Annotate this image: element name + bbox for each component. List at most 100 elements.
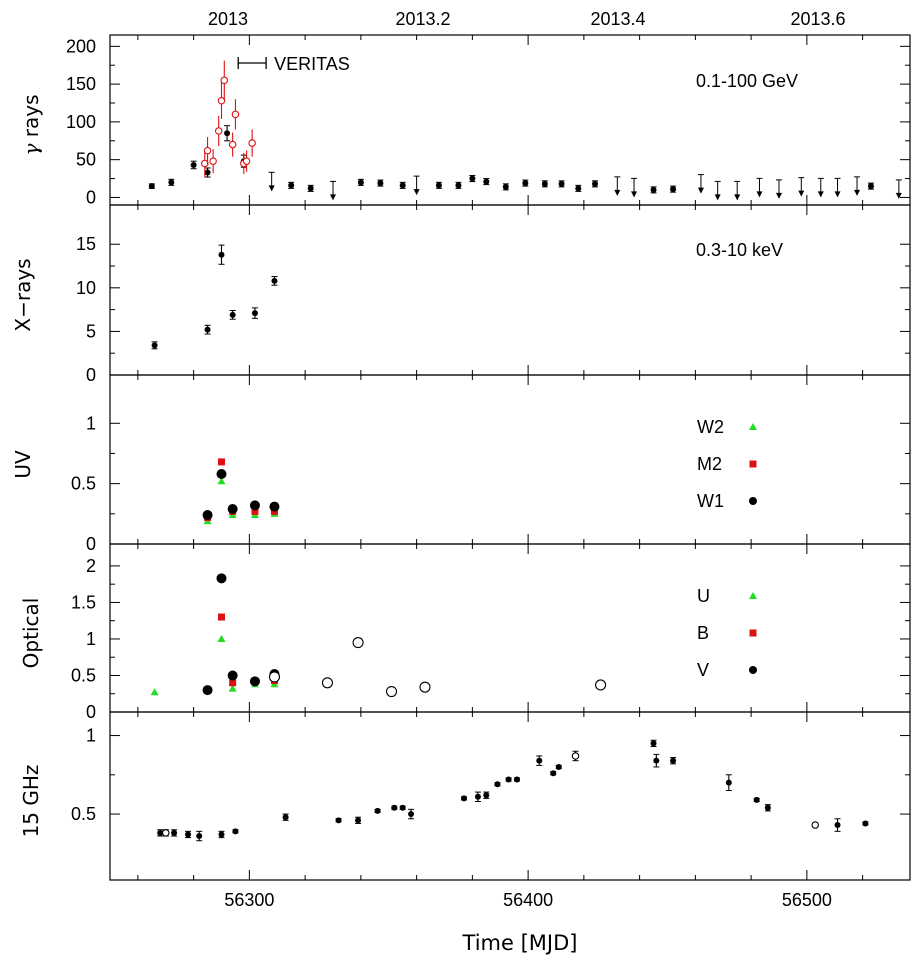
- y-tick-label: 1: [86, 629, 96, 649]
- data-point: [151, 342, 158, 349]
- y-tick-label: 150: [66, 74, 96, 94]
- series-v: [202, 573, 280, 696]
- panel-frame: [109, 374, 911, 545]
- data-point: [455, 182, 462, 189]
- data-point: [196, 833, 203, 840]
- data-point: [185, 831, 192, 838]
- y-tick-label: 100: [66, 112, 96, 132]
- series-1: [268, 171, 902, 201]
- data-point: [168, 179, 175, 186]
- data-point: [469, 175, 476, 182]
- upper-limit-arrow: [614, 189, 621, 196]
- data-point: [242, 157, 251, 165]
- y-tick-label: 0.5: [71, 665, 96, 685]
- y-tick-label: 50: [76, 150, 96, 170]
- y-tick-label: 0: [86, 187, 96, 207]
- legend-label: W2: [697, 417, 724, 437]
- data-point: [268, 671, 281, 683]
- legend-label: W1: [697, 491, 724, 511]
- data-point: [474, 793, 481, 800]
- upper-limit-arrow: [756, 191, 763, 198]
- panel-frame: [109, 711, 911, 881]
- data-point: [202, 510, 213, 521]
- energy-band-label: 0.1-100 GeV: [696, 71, 798, 91]
- panel-frame: [109, 204, 911, 376]
- veritas-label: VERITAS: [274, 54, 350, 74]
- data-point: [391, 804, 398, 811]
- series-3: [268, 637, 607, 698]
- series-0: [151, 244, 278, 350]
- series-1: [161, 750, 819, 837]
- data-point: [288, 182, 295, 189]
- data-point: [232, 828, 239, 835]
- upper-limit-arrow: [714, 194, 721, 201]
- panel-5: 0.5 1 15 GHz 56300 56400 56500: [19, 711, 911, 910]
- data-point: [749, 423, 757, 430]
- top-axis-label: 2013.4: [590, 9, 645, 29]
- panel-3: 0 0.5 1 UV W2 M2 W1: [11, 374, 911, 554]
- top-axis-label: 2013.2: [395, 9, 450, 29]
- data-point: [575, 185, 582, 192]
- upper-limit-arrow: [834, 191, 841, 198]
- data-point: [377, 180, 384, 187]
- data-point: [228, 140, 237, 149]
- data-point: [541, 180, 548, 187]
- upper-limit-arrow: [798, 190, 805, 197]
- panel-4: 0 0.5 1 1.5 2 Optical UBV: [19, 543, 911, 722]
- data-point: [811, 821, 819, 829]
- legend-label: U: [697, 586, 710, 606]
- data-point: [352, 637, 364, 649]
- y-tick-label: 2: [86, 556, 96, 576]
- y-axis-label: X−rays: [11, 258, 35, 331]
- data-point: [161, 829, 170, 837]
- data-point: [592, 180, 599, 187]
- data-point: [550, 770, 557, 777]
- data-point: [228, 684, 237, 692]
- series-m2: [204, 458, 278, 521]
- upper-limit-arrow: [631, 191, 638, 198]
- data-point: [399, 182, 406, 189]
- data-point: [335, 817, 342, 824]
- panel-2: 0 5 10 15 X−rays 0.3-10 keV: [11, 204, 911, 385]
- data-point: [271, 277, 278, 284]
- legend-label: V: [697, 660, 709, 680]
- legend-label: M2: [697, 454, 722, 474]
- data-point: [216, 468, 227, 479]
- data-point: [251, 507, 259, 515]
- data-point: [249, 676, 260, 687]
- top-year-axis: 2013 2013.2 2013.4 2013.6: [208, 9, 846, 29]
- y-tick-label: 0: [86, 365, 96, 385]
- data-point: [435, 182, 442, 189]
- data-point: [355, 817, 362, 824]
- series-b: [204, 613, 278, 694]
- x-tick-label: 56400: [503, 890, 553, 910]
- data-point: [190, 161, 197, 168]
- data-point: [217, 458, 225, 466]
- y-tick-label: 1: [86, 726, 96, 746]
- upper-limit-arrow: [734, 194, 741, 201]
- data-point: [218, 831, 225, 838]
- data-point: [834, 822, 841, 829]
- y-tick-label: 0.5: [71, 474, 96, 494]
- data-point: [157, 829, 164, 836]
- data-point: [670, 757, 677, 764]
- data-point: [269, 501, 280, 512]
- upper-limit-arrow: [329, 194, 336, 201]
- y-tick-label: 5: [86, 321, 96, 341]
- upper-limit-arrow: [895, 192, 902, 199]
- data-point: [408, 811, 415, 818]
- data-point: [749, 629, 757, 637]
- upper-limit-arrow: [697, 187, 704, 194]
- data-point: [231, 110, 240, 119]
- upper-limit-arrow: [817, 191, 824, 198]
- data-point: [357, 179, 364, 186]
- data-point: [148, 183, 155, 190]
- data-point: [251, 310, 258, 317]
- panel-1: 0 50 100 150 200 γ rays 0.1-100 GeV VERITAS: [19, 34, 911, 207]
- y-tick-label: 0: [86, 534, 96, 554]
- data-point: [227, 670, 238, 681]
- data-point: [217, 613, 225, 621]
- data-point: [203, 146, 212, 155]
